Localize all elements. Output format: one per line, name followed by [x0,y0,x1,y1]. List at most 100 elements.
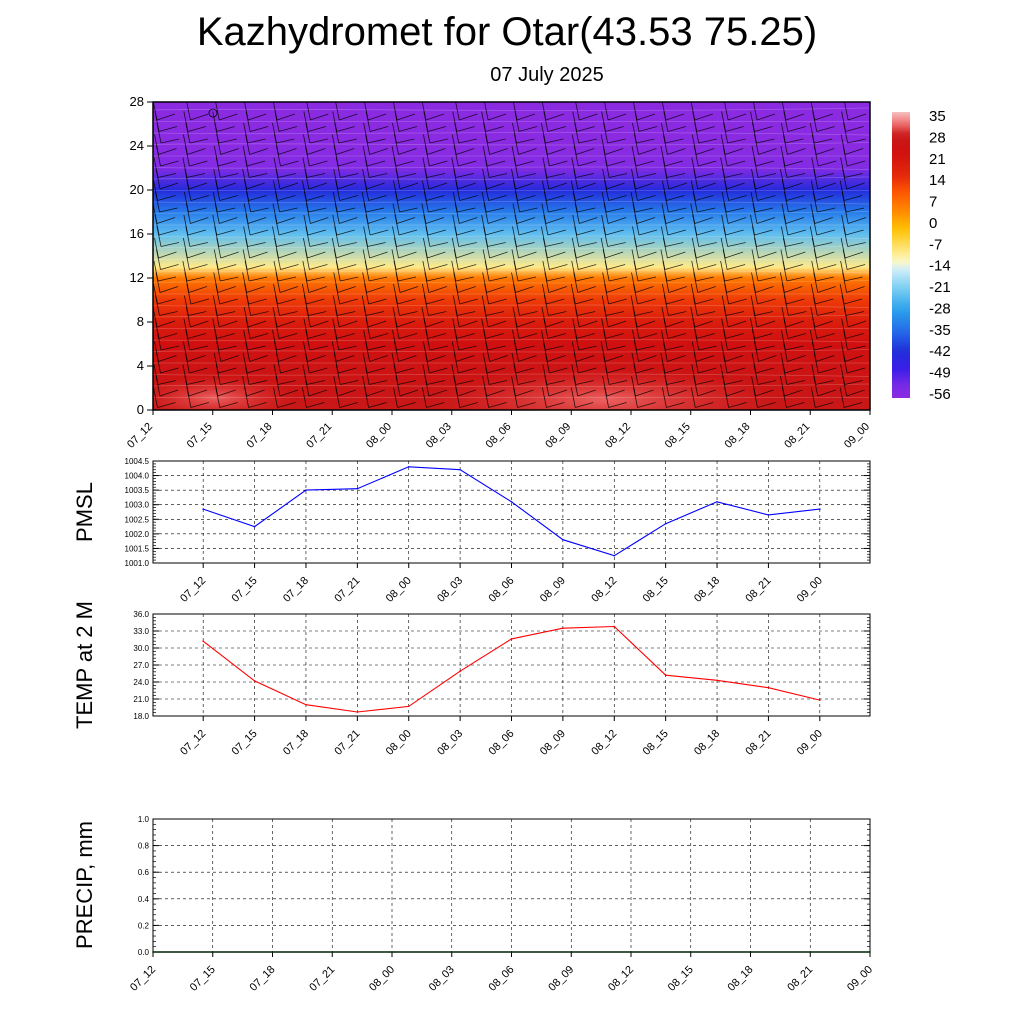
wind-barb [661,387,685,408]
wind-barb [185,122,208,144]
y-axis-label: PMSL [72,482,97,542]
wind-barb [575,102,598,121]
x-tick-label: 08_06 [487,728,517,758]
wind-barb [872,353,894,373]
x-tick-label: 09_00 [795,728,825,758]
line-panel-3: 0.0 0.2 0.4 0.6 0.8 1.0 07_12 07_15 07_18 07_21 08… [72,815,875,994]
wind-barb [603,203,627,224]
wind-barb [484,387,507,408]
wind-barb [693,352,717,374]
wind-barb [215,283,238,305]
data-point [305,489,307,491]
wind-barb [724,387,747,408]
x-tick-label: 07_21 [307,964,337,994]
wind-barb [634,341,657,362]
x-tick-label: 08_15 [663,421,693,451]
x-tick-label: 07_21 [332,575,362,605]
wind-barb [185,306,209,328]
wind-barb [184,145,208,167]
y-tick-label: 1002.5 [125,515,150,524]
y-tick-label: 1002.0 [125,530,150,539]
wind-barb [335,157,359,178]
wind-barb [455,387,478,408]
wind-barb [395,295,418,316]
wind-barb [693,272,716,293]
line-panels: 1001.0 1001.5 1002.0 1002.5 1003.0 1003.5 1004… [72,457,875,994]
x-tick-label: 08_21 [743,575,773,605]
data-point [407,705,410,708]
chart-subtitle: 07 July 2025 [490,64,604,86]
wind-barb [603,329,626,351]
wind-barb [484,102,507,121]
data-point [459,670,461,673]
wind-barb [394,111,418,132]
wind-barb [394,237,417,259]
wind-barb [692,191,716,213]
wind-barb [365,111,389,132]
wind-barb [603,226,626,247]
wind-barb [395,191,418,213]
wind-barb [724,102,747,121]
wind-barb [574,329,597,351]
wind-barb [216,341,239,362]
wind-barb [813,352,837,374]
wind-barb [663,191,687,213]
wind-barbs [153,102,894,408]
wind-barb [754,134,777,155]
wind-barb [872,250,894,270]
wind-barb [514,111,538,132]
wind-barb [573,249,597,270]
wind-barb [425,226,448,247]
contour-line [153,176,870,180]
wind-barb [690,387,714,408]
colorbar-label: 35 [929,108,946,125]
wind-barb [604,102,627,121]
wind-barb [455,180,478,201]
wind-barb [813,168,836,190]
wind-barb [723,226,746,247]
wind-barb [514,341,537,362]
wind-barb [454,122,477,144]
wind-barb [664,168,688,190]
wind-barb [723,329,746,351]
wind-barb [335,180,358,201]
wind-barb [454,329,477,351]
wind-barb [274,111,298,132]
wind-barb [245,237,268,259]
wind-barb [753,157,777,178]
wind-barb [810,387,834,408]
data-point [767,686,770,689]
wind-barb [513,260,537,282]
wind-barb [633,364,657,385]
wind-barb [483,306,507,328]
wind-barb [842,145,866,167]
wind-barb [423,191,447,213]
wind-barb [215,387,238,408]
wind-barb [782,157,805,178]
x-tick-label: 07_18 [245,421,275,451]
wind-barb [634,134,657,155]
y-tick-label: 12 [130,270,144,285]
wind-barb [275,272,299,293]
wind-barb [543,318,566,339]
wind-barb [454,226,477,247]
colorbar-label: -28 [929,300,951,317]
wind-barb [871,112,893,132]
x-tick-label: 07_18 [281,575,311,605]
wind-barb [634,214,658,236]
y-tick-label: 30.0 [133,644,149,653]
x-tick-label: 08_00 [364,421,394,451]
wind-barb [244,364,268,385]
data-point [202,508,204,510]
wind-barb [155,168,179,190]
wind-barb [423,295,447,316]
x-tick-label: 07_15 [188,964,218,994]
x-tick-label: 08_03 [435,728,465,758]
wind-barb [394,341,417,362]
wind-barb [724,283,747,305]
wind-barb [722,249,746,270]
y-tick-label: 1004.5 [125,457,150,466]
wind-barb [513,364,537,385]
x-tick-label: 07_21 [304,421,334,451]
wind-barb [335,102,358,121]
